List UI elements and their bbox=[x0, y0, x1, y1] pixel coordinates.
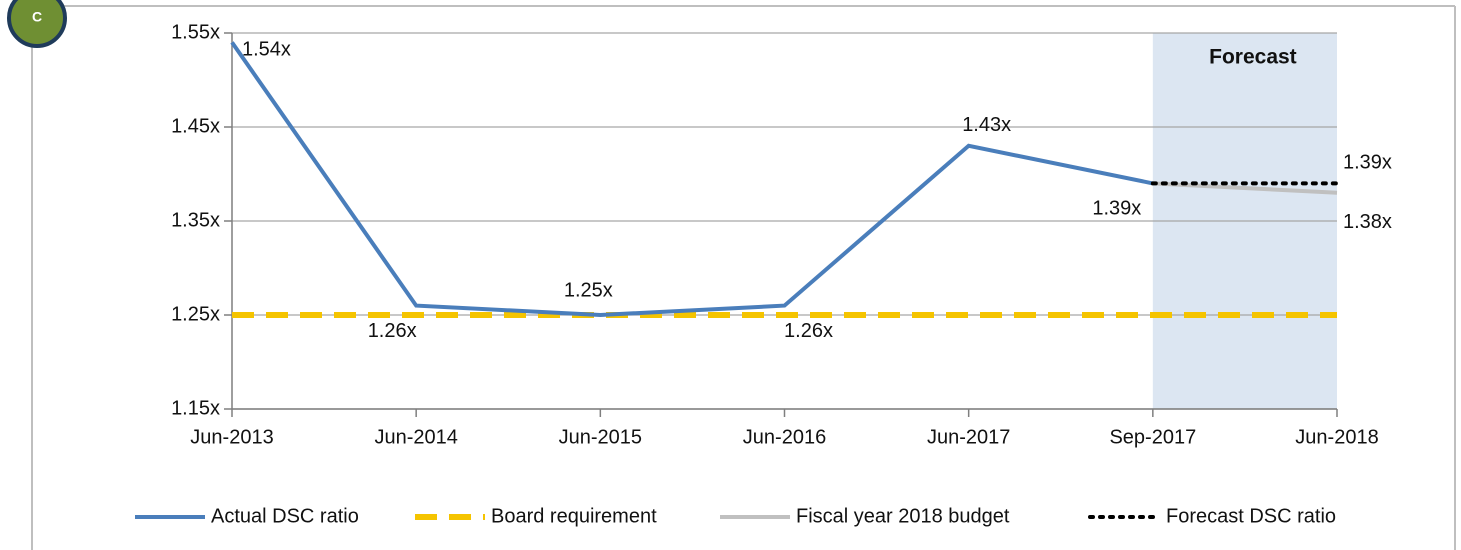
y-tick-label: 1.15x bbox=[171, 397, 220, 419]
x-tick-label: Jun-2016 bbox=[743, 426, 826, 448]
y-tick-label: 1.25x bbox=[171, 303, 220, 325]
data-label: 1.43x bbox=[962, 114, 1011, 136]
x-tick-label: Jun-2017 bbox=[927, 426, 1010, 448]
badge-label: C bbox=[32, 9, 42, 25]
x-tick-label: Jun-2015 bbox=[559, 426, 642, 448]
forecast-label: Forecast bbox=[1209, 46, 1297, 69]
plot: Forecast 1.15x 1.25x 1.35x 1.45x 1.55x Jun-201… bbox=[135, 21, 1392, 527]
data-label: 1.26x bbox=[368, 320, 417, 342]
badge bbox=[7, 0, 67, 48]
y-tick-label: 1.45x bbox=[171, 115, 220, 137]
y-tick-label: 1.55x bbox=[171, 21, 220, 43]
legend-label: Fiscal year 2018 budget bbox=[796, 505, 1010, 527]
x-tick-label: Jun-2018 bbox=[1295, 426, 1378, 448]
legend-label: Forecast DSC ratio bbox=[1166, 505, 1336, 527]
legend-label: Board requirement bbox=[491, 505, 657, 527]
data-label: 1.39x bbox=[1343, 152, 1392, 174]
legend-label: Actual DSC ratio bbox=[211, 505, 359, 527]
x-tick-label: Jun-2014 bbox=[374, 426, 457, 448]
data-label: 1.54x bbox=[242, 39, 291, 61]
data-label: 1.38x bbox=[1343, 211, 1392, 233]
x-tick-label: Sep-2017 bbox=[1109, 426, 1196, 448]
y-tick-label: 1.35x bbox=[171, 209, 220, 231]
data-label: 1.25x bbox=[564, 279, 613, 301]
series-line bbox=[230, 41, 1154, 318]
data-label: 1.39x bbox=[1092, 198, 1141, 220]
data-label: 1.26x bbox=[784, 320, 833, 342]
x-tick-label: Jun-2013 bbox=[190, 426, 273, 448]
